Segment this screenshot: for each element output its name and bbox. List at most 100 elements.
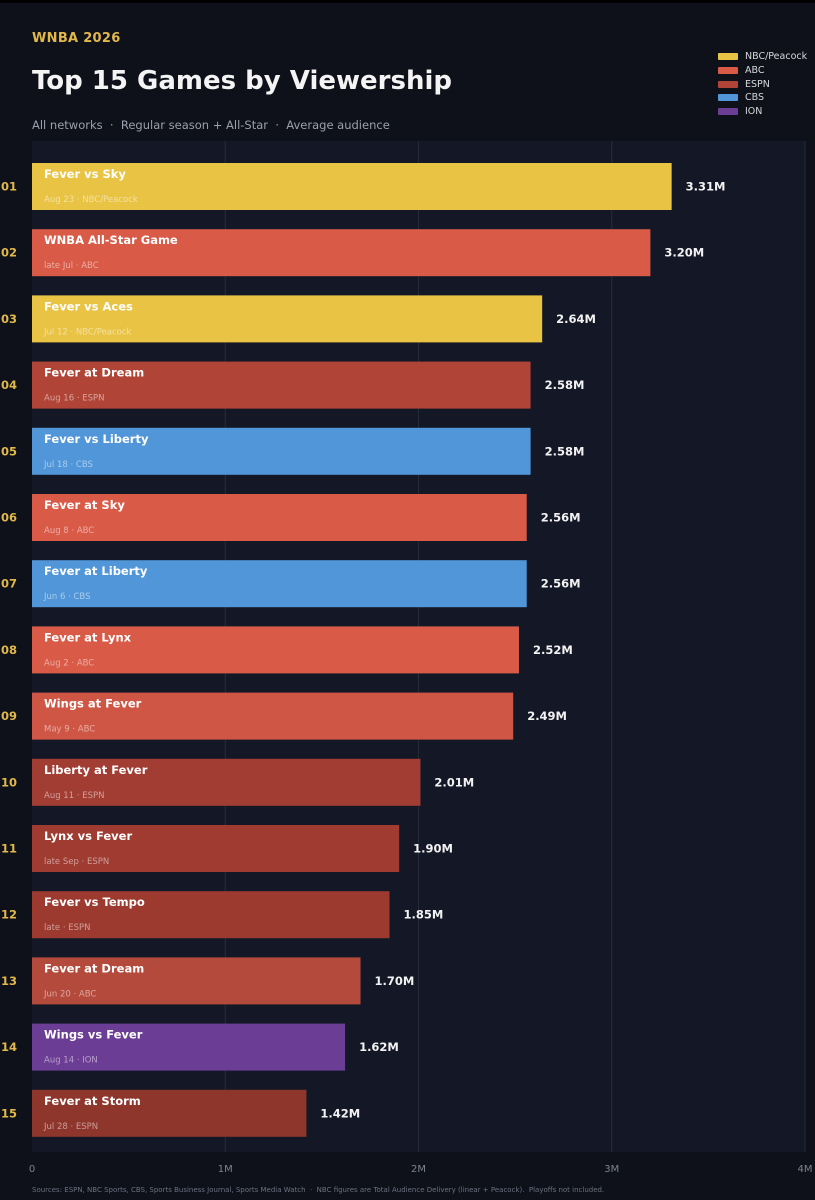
date-network-label: Jul 12 · NBC/Peacock [43, 327, 132, 337]
value-label: 2.01M [434, 775, 474, 789]
date-network-label: May 9 · ABC [44, 725, 95, 735]
bar [32, 427, 531, 475]
bar [32, 494, 527, 541]
chart-title: Top 15 Games by Viewership [32, 66, 452, 96]
rank-label: 13 [1, 974, 17, 988]
rank-label: 15 [1, 1106, 17, 1120]
legend-swatch [718, 67, 738, 75]
bar [32, 163, 672, 210]
game-label: Fever at Dream [44, 961, 144, 975]
game-label: Fever vs Sky [44, 167, 126, 181]
value-label: 3.31M [686, 180, 726, 194]
x-tick-label: 3M [604, 1164, 619, 1175]
game-label: WNBA All-Star Game [44, 233, 178, 247]
rank-label: 14 [1, 1040, 17, 1054]
game-label: Fever vs Aces [44, 299, 133, 313]
bar [32, 229, 651, 277]
legend-item: ESPN [718, 77, 807, 91]
date-network-label: Jun 6 · CBS [43, 592, 91, 602]
top-border [0, 0, 815, 3]
rank-label: 09 [1, 709, 17, 723]
x-tick-label: 4M [798, 1164, 813, 1175]
date-network-label: Aug 11 · ESPN [44, 791, 104, 801]
value-label: 2.64M [556, 312, 596, 326]
legend-item: NBC/Peacock [718, 50, 807, 64]
date-network-label: Aug 14 · ION [44, 1056, 98, 1066]
value-label: 1.90M [413, 842, 453, 856]
legend-item: CBS [718, 91, 807, 105]
date-network-label: late Sep · ESPN [44, 857, 109, 867]
rank-label: 02 [1, 246, 17, 260]
value-label: 1.85M [404, 908, 444, 922]
rank-label: 10 [1, 775, 17, 789]
rank-label: 03 [1, 312, 17, 326]
legend-label: ESPN [745, 78, 770, 90]
game-label: Lynx vs Fever [44, 829, 132, 843]
bar [32, 626, 519, 674]
rank-label: 05 [1, 444, 17, 458]
rank-label: 11 [1, 842, 17, 856]
game-label: Fever at Sky [44, 498, 125, 512]
date-network-label: Jul 28 · ESPN [43, 1122, 98, 1132]
rank-label: 07 [1, 577, 17, 591]
game-label: Fever at Liberty [44, 564, 148, 578]
date-network-label: Jun 20 · ABC [43, 989, 96, 999]
date-network-label: Aug 23 · NBC/Peacock [44, 195, 138, 205]
eyebrow-label: WNBA 2026 [32, 31, 121, 46]
value-label: 2.58M [545, 378, 585, 392]
legend-item: ABC [718, 64, 807, 78]
game-label: Liberty at Fever [44, 763, 148, 777]
chart-subtitle: All networks · Regular season + All-Star… [32, 118, 390, 132]
bar [32, 758, 421, 806]
game-label: Wings vs Fever [44, 1028, 143, 1042]
value-label: 1.70M [375, 974, 415, 988]
bar [32, 361, 531, 409]
date-network-label: Jul 18 · CBS [43, 460, 93, 470]
bar [32, 1089, 307, 1137]
x-tick-label: 2M [411, 1164, 426, 1175]
bar [32, 692, 514, 740]
legend-swatch [718, 94, 738, 102]
game-label: Fever at Dream [44, 366, 144, 380]
date-network-label: late · ESPN [44, 923, 91, 933]
bar [32, 891, 390, 939]
date-network-label: Aug 16 · ESPN [44, 394, 104, 404]
legend-item: ION [718, 105, 807, 119]
legend-label: NBC/Peacock [745, 51, 808, 63]
rank-label: 04 [1, 378, 17, 392]
game-label: Fever at Lynx [44, 630, 132, 644]
legend-swatch [718, 53, 738, 61]
value-label: 1.62M [359, 1040, 399, 1054]
legend-swatch [718, 80, 738, 88]
bar [32, 1023, 346, 1071]
legend-swatch [718, 108, 738, 116]
legend-label: ION [745, 106, 763, 118]
bar [32, 560, 527, 608]
value-label: 2.56M [541, 511, 581, 525]
date-network-label: Aug 8 · ABC [44, 526, 94, 536]
value-label: 2.56M [541, 577, 581, 591]
legend-label: ABC [745, 65, 765, 77]
value-label: 2.49M [527, 709, 567, 723]
game-label: Fever at Storm [44, 1094, 141, 1108]
bar [32, 825, 400, 872]
bar [32, 295, 543, 343]
value-label: 1.42M [320, 1106, 360, 1120]
value-label: 3.20M [664, 246, 704, 260]
game-label: Fever vs Tempo [44, 895, 145, 909]
rank-label: 01 [1, 180, 17, 194]
legend-label: CBS [745, 92, 765, 104]
game-label: Wings at Fever [44, 697, 142, 711]
x-tick-label: 0 [29, 1164, 35, 1175]
rank-label: 08 [1, 643, 17, 657]
rank-label: 06 [1, 511, 17, 525]
game-label: Fever vs Liberty [44, 432, 149, 446]
value-label: 2.52M [533, 643, 573, 657]
legend: NBC/Peacock ABC ESPN CBS ION [718, 50, 807, 118]
bar [32, 957, 361, 1005]
rank-label: 12 [1, 908, 17, 922]
x-tick-label: 1M [218, 1164, 233, 1175]
value-label: 2.58M [545, 444, 585, 458]
date-network-label: late Jul · ABC [44, 261, 99, 271]
